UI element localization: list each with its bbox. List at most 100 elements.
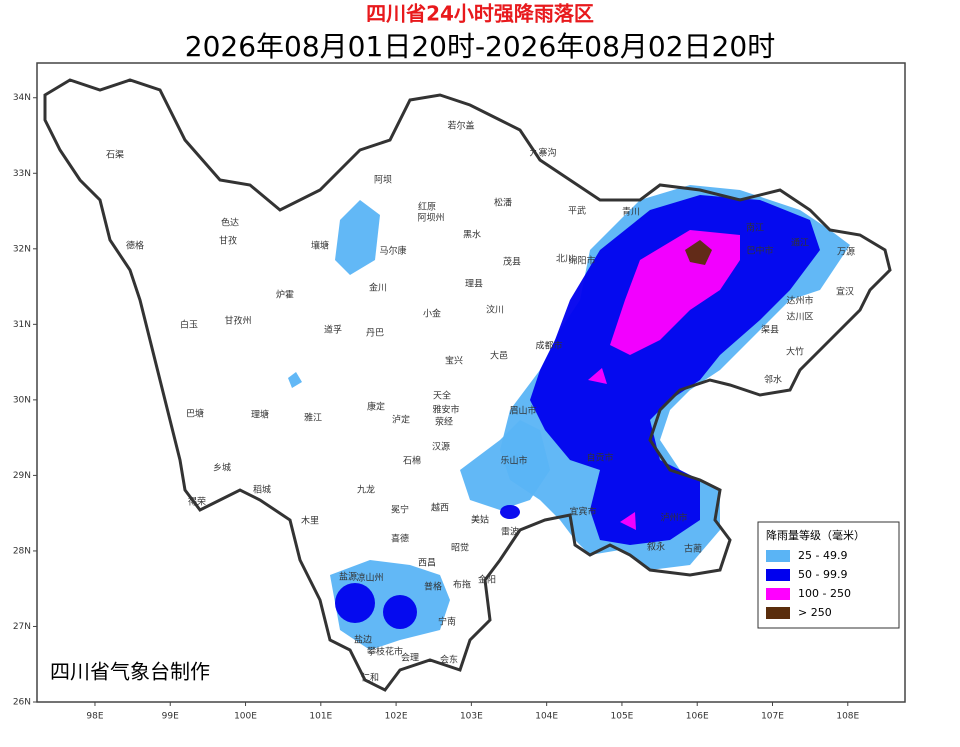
place-label: 越西	[431, 502, 449, 514]
credit: 四川省气象台制作	[50, 660, 210, 684]
place-label: 渠县	[761, 324, 779, 336]
place-label: 青川	[622, 206, 640, 218]
legend-label: 50 - 99.9	[798, 568, 847, 581]
place-label: 盐源	[339, 571, 357, 583]
place-label: 道孚	[324, 324, 342, 336]
lat-tick-label: 29N	[13, 471, 31, 481]
place-label: 黑水	[463, 229, 481, 241]
lon-tick-label: 101E	[309, 712, 332, 722]
place-label: 宝兴	[445, 355, 463, 367]
place-label: 自贡市	[586, 452, 613, 464]
place-label: 古蔺	[684, 543, 702, 555]
place-label: 西昌	[418, 558, 436, 569]
place-label: 宁南	[438, 616, 456, 628]
place-label: 眉山市	[509, 405, 536, 417]
place-label: 攀枝花市	[367, 646, 403, 658]
place-label: 巴塘	[186, 408, 204, 420]
place-label: 汉源	[432, 442, 450, 453]
place-label: 阿坝	[374, 175, 392, 186]
lon-tick-label: 102E	[385, 712, 408, 722]
legend: 降雨量等级（毫米） 25 - 49.9 50 - 99.9 100 - 250 > 2…	[757, 521, 900, 629]
place-label: 会东	[440, 654, 458, 666]
place-label: 大邑	[490, 350, 508, 362]
lon-tick-label: 99E	[162, 712, 179, 722]
map-title: 四川省24小时强降雨落区	[366, 2, 594, 26]
rain-area	[335, 583, 375, 623]
legend-swatch	[766, 607, 790, 619]
place-label: 丹巴	[366, 328, 384, 339]
place-label: 小金	[423, 308, 441, 320]
place-label: 汶川	[486, 304, 504, 316]
rain-area	[685, 240, 712, 265]
place-label: 达州市	[786, 295, 813, 307]
place-label: 九龙	[357, 484, 375, 496]
place-label: 甘孜州	[224, 315, 251, 327]
legend-label: > 250	[798, 606, 832, 619]
lon-tick-label: 108E	[836, 712, 859, 722]
legend-label: 25 - 49.9	[798, 549, 847, 562]
place-label: 平武	[568, 205, 586, 217]
graticule-ticks: 98E 99E 100E 101E 102E 103E 104E 105E 106E 107E 10…	[13, 93, 860, 721]
place-label: 仁和	[361, 672, 379, 684]
place-label: 红原	[418, 201, 436, 213]
place-label: 甘孜	[219, 235, 237, 247]
place-label: 叙永	[647, 541, 665, 553]
rain-area	[530, 195, 820, 545]
place-label: 茂县	[503, 256, 521, 268]
place-label: 稻城	[253, 485, 271, 496]
place-label: 通江	[791, 238, 809, 249]
place-label: 会理	[401, 652, 419, 664]
rain-area	[620, 512, 636, 530]
rain-area	[460, 420, 550, 510]
place-label: 木里	[301, 515, 319, 527]
place-label: 达川区	[786, 311, 813, 323]
legend-label: 100 - 250	[798, 587, 851, 600]
place-label: 南江	[746, 222, 764, 234]
place-label: 昭觉	[451, 543, 469, 554]
place-label: 得荣	[188, 496, 206, 508]
lat-tick-label: 34N	[13, 93, 31, 103]
lon-tick-label: 107E	[761, 712, 784, 722]
lat-tick-label: 26N	[13, 698, 31, 708]
lon-tick-label: 103E	[460, 712, 483, 722]
place-label: 石渠	[106, 149, 124, 161]
lat-tick-label: 30N	[13, 395, 31, 405]
place-label: 布拖	[453, 579, 471, 591]
place-label: 乡城	[213, 463, 231, 474]
rain-area	[500, 505, 520, 519]
place-label: 美姑	[471, 514, 489, 526]
legend-swatch	[766, 588, 790, 600]
place-label: 北川	[556, 254, 574, 265]
place-label: 喜德	[391, 533, 409, 545]
lat-tick-label: 28N	[13, 546, 31, 556]
place-label: 马尔康	[379, 245, 406, 257]
place-label: 凉山州	[356, 572, 383, 584]
lon-tick-label: 98E	[86, 712, 103, 722]
place-label: 绵阳市	[568, 255, 595, 267]
place-label: 万源	[837, 247, 855, 258]
map-subtitle: 2026年08月01日20时-2026年08月02日20时	[185, 30, 775, 63]
place-label: 理县	[465, 279, 483, 290]
place-label: 成都市	[535, 340, 562, 352]
place-label: 大竹	[786, 346, 804, 358]
lat-tick-label: 27N	[13, 622, 31, 632]
place-label: 若尔盖	[447, 120, 474, 132]
place-label: 乐山市	[500, 455, 527, 467]
place-label: 泸定	[392, 414, 410, 426]
rain-areas	[288, 185, 850, 650]
legend-title: 降雨量等级（毫米）	[766, 528, 865, 542]
lat-tick-label: 32N	[13, 244, 31, 254]
place-label: 壤塘	[311, 240, 329, 252]
place-label: 宣汉	[836, 286, 854, 298]
rain-area	[335, 200, 380, 275]
place-label: 炉霍	[276, 289, 294, 301]
place-label: 白玉	[180, 319, 198, 331]
place-label: 德格	[126, 240, 144, 252]
place-label: 泸州市	[660, 512, 687, 524]
lat-tick-label: 33N	[13, 169, 31, 179]
legend-swatch	[766, 569, 790, 581]
legend-swatch	[766, 550, 790, 562]
rain-area	[610, 230, 740, 355]
